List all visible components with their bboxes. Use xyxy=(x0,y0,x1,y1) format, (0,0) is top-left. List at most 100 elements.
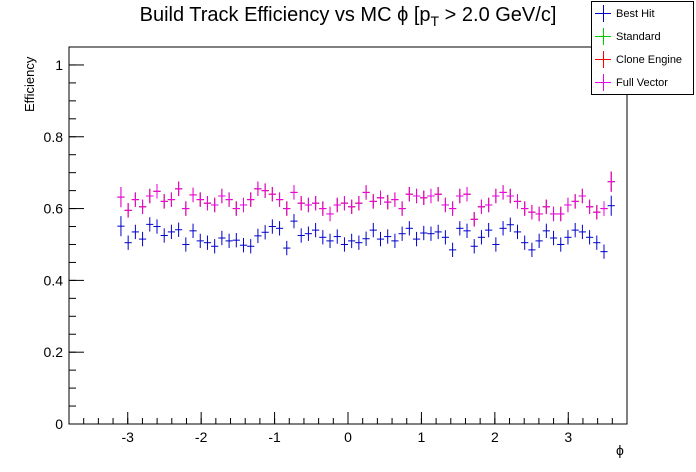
data-point xyxy=(506,188,514,204)
data-point xyxy=(131,192,139,207)
data-point xyxy=(549,230,558,246)
legend-item-standard: Standard xyxy=(592,25,693,48)
x-tick-label: -2 xyxy=(195,429,208,445)
data-series xyxy=(117,171,615,259)
data-point xyxy=(485,197,493,213)
data-point xyxy=(304,197,313,213)
x-tick-label: 2 xyxy=(491,429,499,445)
data-point xyxy=(131,224,139,240)
legend-marker xyxy=(592,71,614,94)
y-tick-label: 0 xyxy=(55,416,63,432)
legend-marker-v xyxy=(603,51,604,68)
data-point xyxy=(196,192,204,207)
data-point xyxy=(225,192,233,207)
legend-item-clone-engine: Clone Engine xyxy=(592,48,693,71)
legend-marker xyxy=(592,2,614,25)
data-point xyxy=(492,237,500,252)
data-point xyxy=(175,222,183,237)
data-point xyxy=(499,185,507,200)
data-point xyxy=(441,197,449,213)
data-point xyxy=(463,223,471,239)
data-point xyxy=(211,197,219,213)
data-point xyxy=(585,199,594,214)
data-point xyxy=(297,196,305,211)
data-point xyxy=(218,230,226,246)
data-point xyxy=(405,187,413,202)
x-tick-label: -3 xyxy=(122,429,135,445)
data-point xyxy=(124,203,132,218)
data-point xyxy=(448,201,457,216)
data-point xyxy=(376,190,385,205)
data-point xyxy=(398,201,406,216)
data-point xyxy=(211,239,219,254)
data-point xyxy=(564,230,572,245)
series-full-vector xyxy=(117,171,615,227)
y-axis-label: Efficiency xyxy=(22,56,37,112)
data-point xyxy=(203,196,212,211)
legend-label: Best Hit xyxy=(616,7,655,20)
data-point xyxy=(535,233,543,249)
data-point xyxy=(304,226,313,241)
data-point xyxy=(333,197,341,213)
data-point xyxy=(146,188,154,204)
data-point xyxy=(600,201,608,216)
data-point xyxy=(535,206,543,222)
data-point xyxy=(369,222,377,238)
y-tick-label: 0.6 xyxy=(44,201,64,217)
y-tick-label: 0.8 xyxy=(44,129,64,145)
data-point xyxy=(319,201,327,216)
data-point xyxy=(477,230,486,245)
data-point xyxy=(427,188,435,204)
data-point xyxy=(412,231,421,247)
data-point xyxy=(261,225,269,240)
data-point xyxy=(607,171,615,192)
data-point xyxy=(189,223,197,239)
legend-marker-v xyxy=(603,5,604,22)
x-tick-label: -1 xyxy=(268,429,281,445)
data-point xyxy=(340,196,349,211)
data-point xyxy=(557,237,565,252)
data-point xyxy=(485,222,493,238)
data-point xyxy=(117,187,125,208)
data-point xyxy=(189,187,197,203)
data-point xyxy=(557,206,565,222)
data-point xyxy=(355,235,363,250)
data-point xyxy=(362,231,370,246)
data-point xyxy=(340,237,349,252)
data-point xyxy=(600,244,608,259)
legend-marker-v xyxy=(603,74,604,91)
data-point xyxy=(434,187,442,202)
data-point xyxy=(427,226,435,241)
data-point xyxy=(564,197,572,213)
data-point xyxy=(196,233,204,249)
data-point xyxy=(470,212,478,227)
y-tick-label: 1 xyxy=(55,57,63,73)
data-point xyxy=(275,221,284,236)
data-point xyxy=(297,228,305,243)
x-axis-label: ϕ xyxy=(616,442,624,458)
series-best-hit xyxy=(117,195,615,259)
data-point xyxy=(506,217,514,232)
x-tick-label: 0 xyxy=(344,429,352,445)
data-point xyxy=(326,206,334,222)
legend-label: Full Vector xyxy=(616,76,668,89)
data-point xyxy=(254,228,262,244)
legend-marker xyxy=(592,48,614,71)
data-point xyxy=(355,196,363,211)
y-tick-label: 0.2 xyxy=(44,344,64,360)
data-point xyxy=(384,229,392,244)
chart-title: Build Track Efficiency vs MC ϕ [pT > 2.0… xyxy=(139,4,557,29)
legend: Best Hit Standard Clone Engine Full Vect… xyxy=(591,1,694,95)
data-point xyxy=(319,230,327,245)
x-tick-label: 3 xyxy=(564,429,572,445)
data-point xyxy=(463,187,471,202)
data-point xyxy=(362,185,370,200)
data-point xyxy=(456,188,464,204)
legend-label: Standard xyxy=(616,30,661,43)
data-point xyxy=(448,242,457,258)
data-point xyxy=(348,233,356,249)
data-point xyxy=(542,199,550,214)
data-point xyxy=(124,235,132,250)
data-point xyxy=(247,192,255,207)
data-point xyxy=(607,195,615,216)
